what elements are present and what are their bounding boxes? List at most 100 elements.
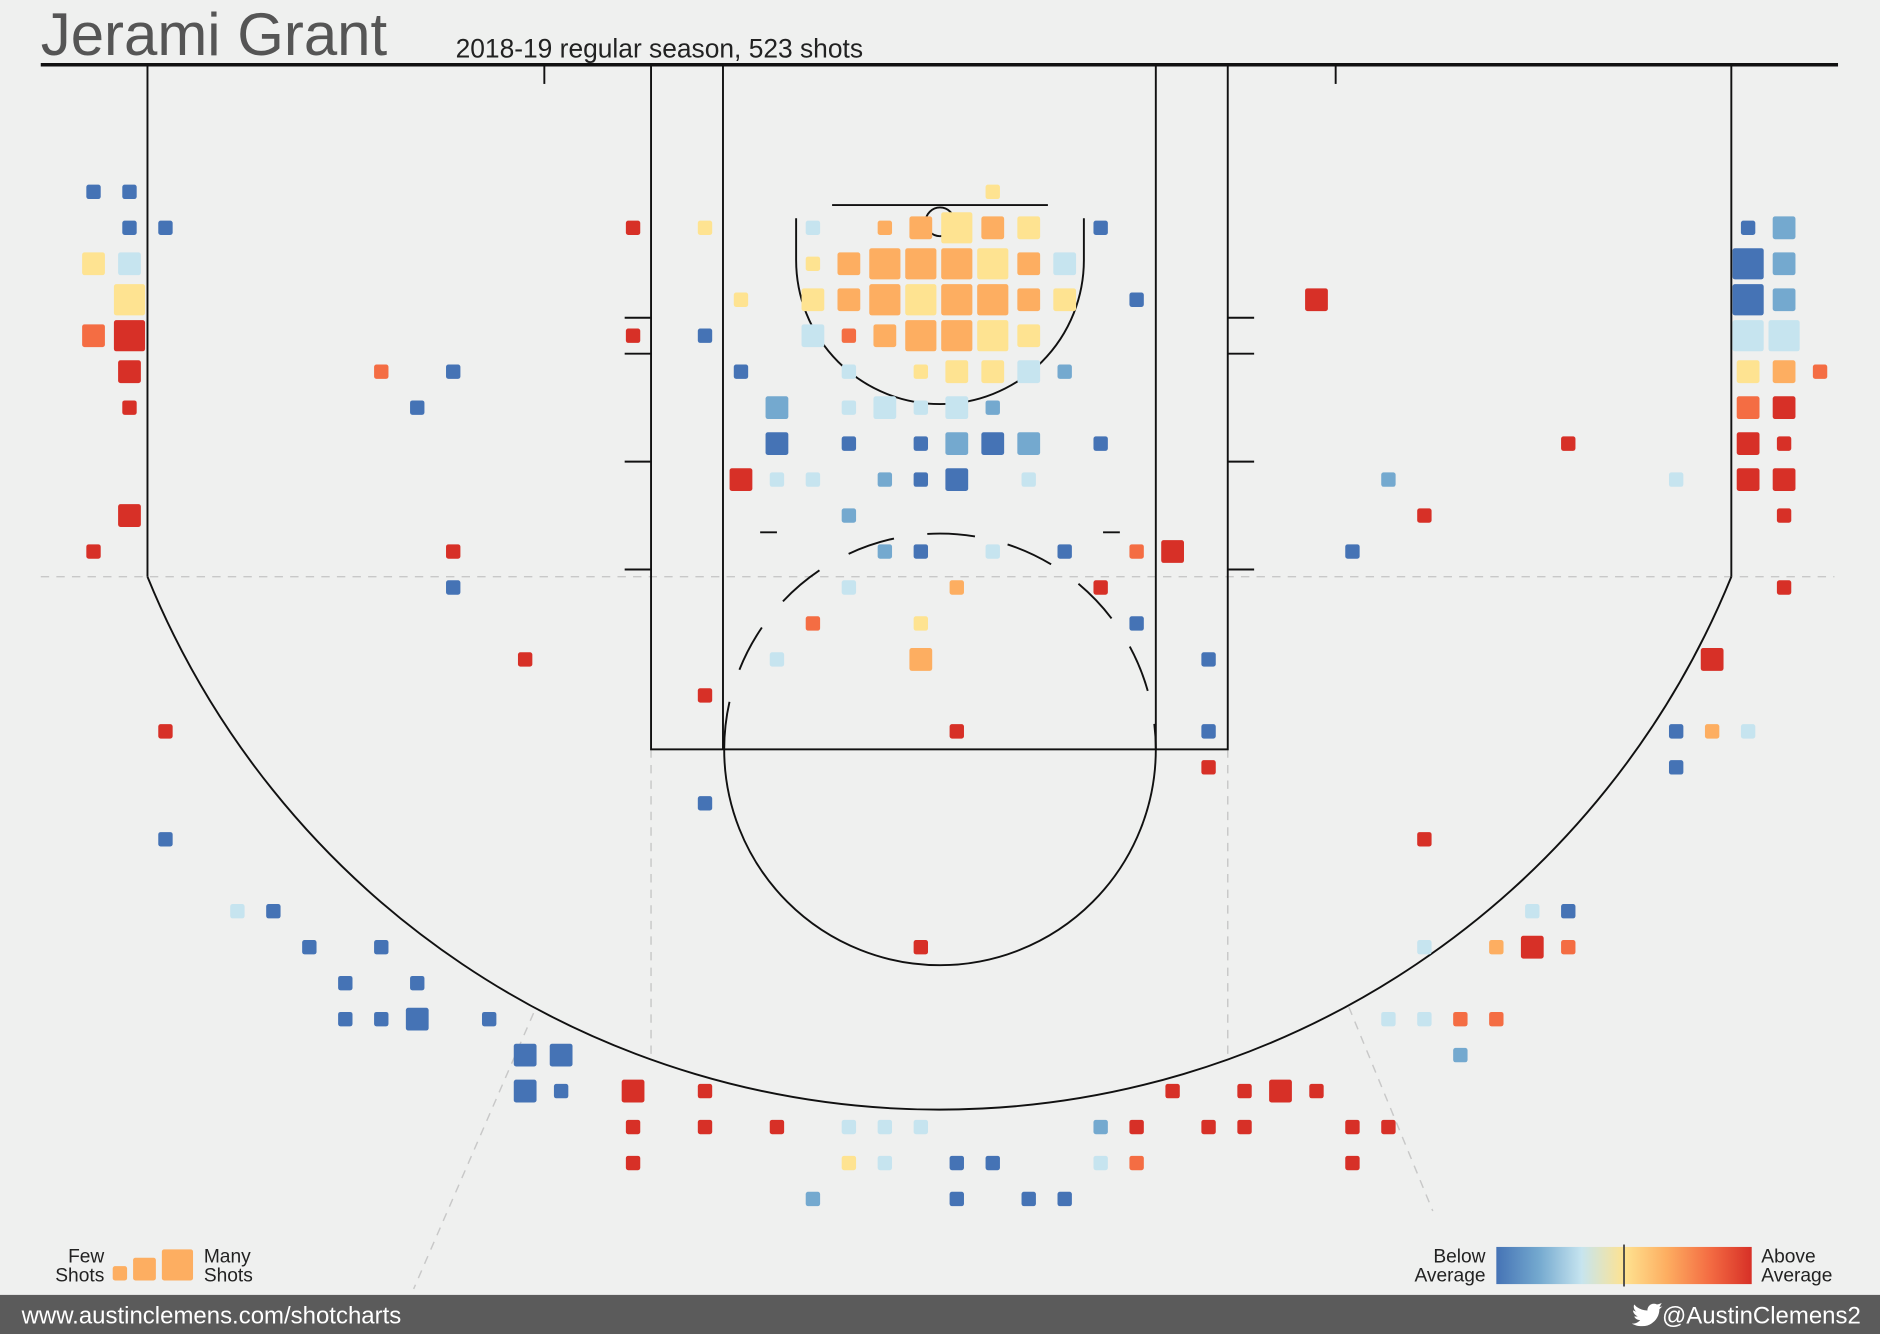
shot-bin xyxy=(118,504,141,527)
shot-bin xyxy=(765,432,789,456)
shot-bin xyxy=(1053,288,1077,312)
shot-bin xyxy=(913,436,929,451)
shot-bin xyxy=(905,248,937,280)
shot-bin xyxy=(1345,1155,1360,1171)
shot-bin xyxy=(877,544,893,559)
shot-bin xyxy=(113,320,146,352)
shot-bin xyxy=(1021,1191,1036,1207)
shot-bin xyxy=(1525,904,1540,919)
shot-bin xyxy=(877,1155,893,1171)
shot-bin xyxy=(1417,832,1432,847)
shot-bin xyxy=(1345,544,1360,559)
shot-bin xyxy=(697,1083,713,1099)
shot-bin xyxy=(1776,436,1792,451)
shot-bin xyxy=(1732,248,1764,280)
twitter-icon xyxy=(1631,1303,1663,1327)
shot-bin xyxy=(873,396,897,420)
shot-bin xyxy=(765,396,789,420)
shot-bin xyxy=(981,360,1005,384)
shot-bin xyxy=(841,1119,857,1135)
shot-bin xyxy=(86,184,101,200)
shot-marks xyxy=(82,184,1828,1207)
shot-bin xyxy=(977,248,1009,280)
shot-bin xyxy=(410,975,425,991)
shot-bin xyxy=(1093,580,1108,595)
shot-bin xyxy=(374,940,389,955)
shot-bin xyxy=(1017,252,1041,276)
shot-bin xyxy=(1453,1047,1468,1063)
shot-bin xyxy=(769,472,785,487)
shot-bin xyxy=(1736,360,1760,384)
shot-bin xyxy=(841,400,857,415)
shot-bin xyxy=(158,832,173,847)
shot-bin xyxy=(513,1079,537,1103)
shot-bin xyxy=(1237,1083,1252,1099)
shot-bin xyxy=(909,648,933,671)
shot-bin xyxy=(985,184,1000,200)
shot-bin xyxy=(374,364,389,379)
shot-bin xyxy=(1732,284,1764,316)
shot-bin xyxy=(1417,508,1432,523)
shot-bin xyxy=(1561,436,1576,451)
shot-bin xyxy=(733,292,749,307)
shot-bin xyxy=(1237,1119,1252,1135)
shot-bin xyxy=(837,252,861,276)
shot-bin xyxy=(1201,724,1216,739)
shot-bin xyxy=(869,248,901,280)
shot-bin xyxy=(553,1083,569,1099)
shot-bin xyxy=(410,400,425,415)
shot-bin xyxy=(1201,1119,1216,1135)
shot-bin xyxy=(446,580,461,595)
shot-bin xyxy=(949,724,964,739)
court-guide xyxy=(412,1012,535,1290)
shot-bin xyxy=(841,580,857,595)
shot-bin xyxy=(841,328,857,343)
shot-bin xyxy=(118,252,141,276)
shot-bin xyxy=(877,472,893,487)
shot-bin xyxy=(913,544,929,559)
shot-bin xyxy=(513,1043,537,1067)
shot-bin xyxy=(1017,288,1041,312)
shot-bin xyxy=(805,472,821,487)
shot-bin xyxy=(697,688,713,703)
chart-subtitle: 2018-19 regular season, 523 shots xyxy=(456,34,863,64)
shot-bin xyxy=(549,1043,573,1067)
shot-bin xyxy=(805,1191,821,1207)
shot-bin xyxy=(481,1011,497,1027)
shot-bin xyxy=(945,360,969,384)
shot-bin xyxy=(1269,1079,1292,1103)
shot-bin xyxy=(1093,436,1108,451)
chart-title: Jerami Grant xyxy=(41,1,388,68)
shot-bin xyxy=(977,284,1009,316)
shot-bin xyxy=(1129,616,1144,631)
shot-bin xyxy=(1381,1119,1396,1135)
shot-bin xyxy=(913,400,929,415)
shot-bin xyxy=(1704,724,1720,739)
shot-bin xyxy=(985,1155,1000,1171)
shot-bin xyxy=(1776,508,1792,523)
shot-bin xyxy=(877,1119,893,1135)
shot-bin xyxy=(1668,760,1684,775)
shot-bin xyxy=(1453,1011,1468,1027)
shot-bin xyxy=(1561,904,1576,919)
shot-bin xyxy=(805,220,821,236)
shot-bin xyxy=(1017,360,1041,384)
court-lines xyxy=(146,63,1733,1111)
shot-bin xyxy=(1520,935,1544,959)
size-legend-low: Shots xyxy=(55,1266,104,1287)
shot-bin xyxy=(801,324,825,348)
shot-bin xyxy=(873,324,897,348)
color-legend-high: Above xyxy=(1761,1247,1815,1268)
shot-bin xyxy=(122,400,137,415)
legend: FewShotsManyShotsBelowAverageAboveAverag… xyxy=(55,1244,1832,1287)
shot-bin xyxy=(1768,320,1800,352)
shot-bin xyxy=(1129,1155,1144,1171)
shot-bin xyxy=(945,432,969,456)
shot-bin xyxy=(949,1155,964,1171)
shot-bin xyxy=(1417,940,1432,955)
shot-bin xyxy=(1305,288,1328,312)
shot-bin xyxy=(841,508,857,523)
shot-bin xyxy=(1736,396,1760,420)
shot-bin xyxy=(949,580,964,595)
